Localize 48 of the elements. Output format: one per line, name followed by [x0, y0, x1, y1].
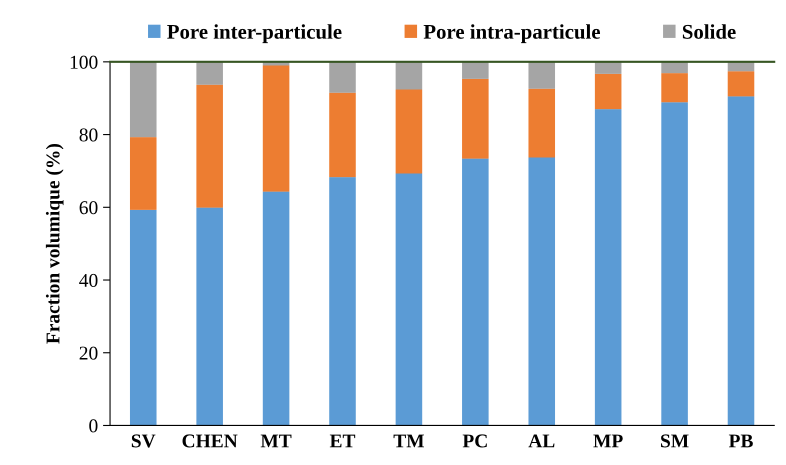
- bar: [262, 192, 290, 426]
- x-tick-label: ET: [330, 434, 356, 448]
- x-tick-label: PB: [728, 434, 753, 448]
- bar: [661, 73, 688, 102]
- y-tick-label: 100: [70, 56, 98, 69]
- bar: [728, 62, 754, 72]
- bar: [396, 89, 422, 174]
- bar: [462, 78, 489, 159]
- bar: [396, 62, 422, 90]
- bar: [329, 92, 356, 178]
- legend-label: Pore inter-particule: [167, 24, 342, 44]
- bar: [528, 157, 556, 426]
- bar: [728, 96, 754, 426]
- legend-label: Solide: [682, 24, 736, 39]
- y-tick-label: 60: [80, 201, 98, 214]
- bar: [528, 62, 556, 89]
- bar: [594, 62, 622, 74]
- y-tick-label: 80: [80, 128, 98, 142]
- bar: [329, 177, 356, 426]
- x-tick-label: TM: [394, 434, 424, 448]
- bar: [594, 109, 622, 426]
- bar: [130, 62, 157, 138]
- bar: [196, 84, 223, 208]
- x-tick-label: SV: [132, 434, 156, 448]
- bar: [196, 62, 223, 85]
- x-tick-label: PC: [462, 434, 487, 448]
- y-axis-title: Fraction volumique (%): [46, 144, 64, 344]
- bar: [262, 65, 290, 192]
- bar: [462, 62, 489, 79]
- bar: [528, 88, 556, 158]
- bar: [130, 210, 157, 426]
- bar: [196, 208, 223, 426]
- y-tick-label: 20: [80, 346, 98, 360]
- bar: [594, 74, 622, 110]
- bar: [396, 173, 422, 426]
- y-tick-label: 0: [89, 419, 98, 432]
- bar: [728, 71, 754, 96]
- x-tick-label: CHEN: [182, 434, 238, 448]
- bar: [462, 158, 489, 426]
- bar: [661, 102, 688, 426]
- x-tick-label: AL: [528, 434, 554, 448]
- bar: [130, 137, 157, 210]
- x-tick-label: MP: [593, 434, 623, 448]
- legend-label: Pore intra-particule: [424, 24, 600, 44]
- x-tick-label: MT: [260, 434, 292, 448]
- y-tick-label: 40: [79, 274, 98, 287]
- bar: [329, 62, 356, 93]
- x-tick-label: SM: [661, 434, 689, 448]
